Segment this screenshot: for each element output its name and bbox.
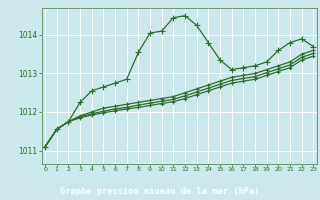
Text: Graphe pression niveau de la mer (hPa): Graphe pression niveau de la mer (hPa)	[60, 187, 260, 196]
